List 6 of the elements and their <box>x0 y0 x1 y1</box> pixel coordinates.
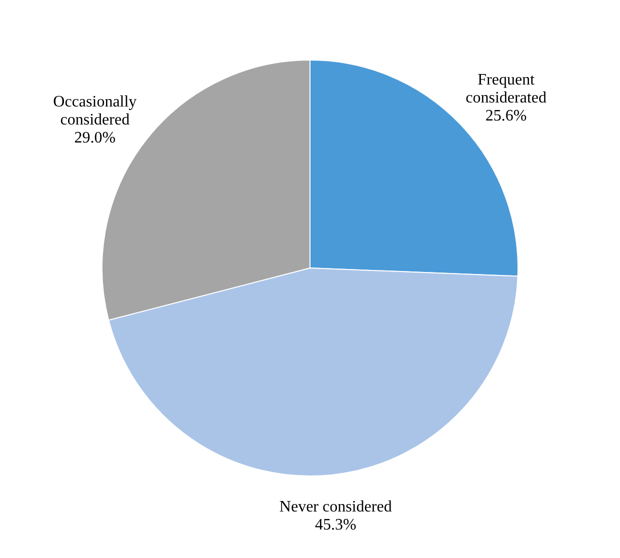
slice-label: Never considered <box>279 498 392 516</box>
data-label: 29.0% <box>74 129 116 146</box>
data-label: 45.3% <box>314 516 356 534</box>
slice-label: Frequent considerated <box>466 71 547 106</box>
slice-label: Occasionally considered <box>53 93 137 128</box>
data-label: 25.6% <box>485 107 527 124</box>
